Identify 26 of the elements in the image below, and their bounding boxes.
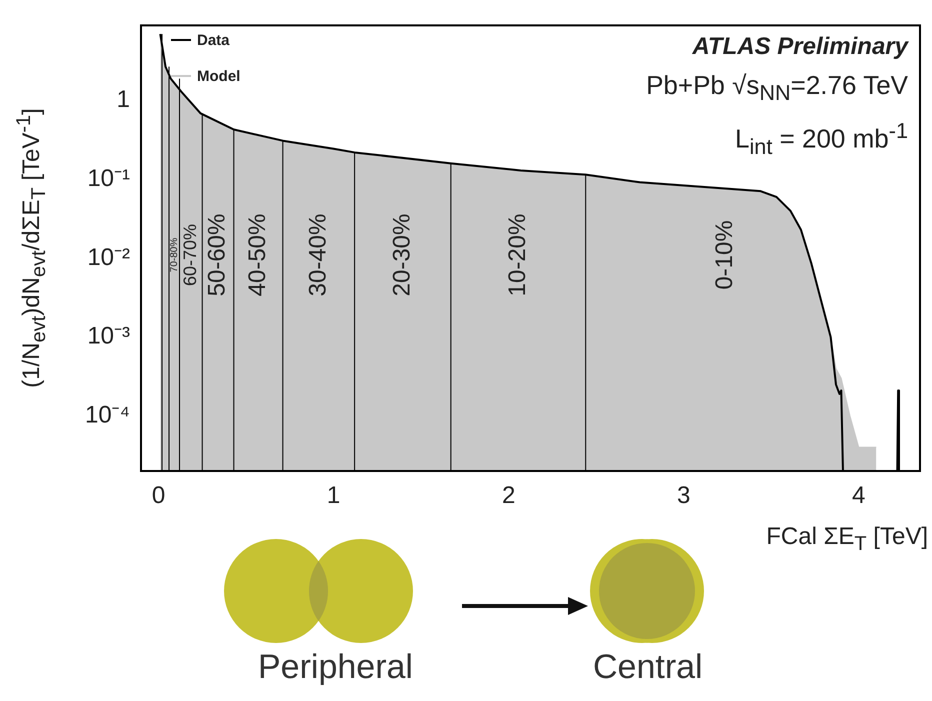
x-tick-label: 3 <box>676 482 690 510</box>
annotation: 10-20% <box>504 214 531 296</box>
y-tick-label: 10⁻² <box>87 244 130 271</box>
y-tick-label: 10⁻⁴ <box>84 402 130 429</box>
x-axis-title: FCal ΣE$_{T}$ [TeV] <box>766 523 928 556</box>
y-tick-label: 1 <box>116 86 130 114</box>
text: Peripheral <box>258 648 413 687</box>
annotation: 60-70% <box>180 224 200 286</box>
annotation: ATLAS Preliminary <box>691 32 908 62</box>
annotation: Pb+Pb √s$_{NN}$=2.76 TeV <box>646 69 908 108</box>
x-tick-label: 2 <box>502 482 516 510</box>
legend-label: Data <box>197 32 230 48</box>
x-tick-label: 4 <box>852 482 866 510</box>
annotation: L$_{int}$ = 200 mb$^{-1}$ <box>734 117 908 162</box>
annotation: 40-50% <box>244 214 271 296</box>
x-tick-label: 1 <box>326 482 340 510</box>
y-tick-label: 10⁻¹ <box>87 165 130 192</box>
annotation: 0-10% <box>711 220 738 290</box>
annotation: 20-30% <box>388 214 416 296</box>
annotation: 30-40% <box>304 214 332 296</box>
y-tick-label: 10⁻³ <box>87 322 130 350</box>
annotation: 70-80% <box>169 238 180 272</box>
text: Central <box>593 648 703 687</box>
annotation: 50-60% <box>204 214 231 296</box>
x-tick-label: 0 <box>152 482 166 510</box>
legend-label: Model <box>197 68 240 84</box>
